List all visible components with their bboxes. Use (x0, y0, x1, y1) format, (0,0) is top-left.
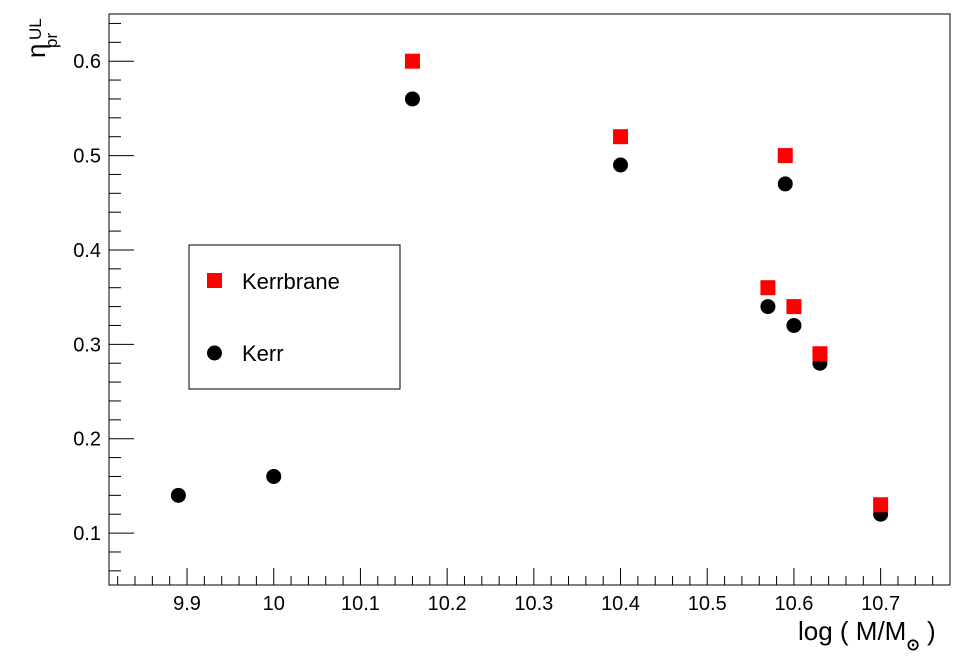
y-axis-title-superscript: UL (26, 18, 45, 40)
y-tick-label: 0.3 (73, 334, 101, 356)
x-tick-label: 10.3 (514, 593, 553, 615)
x-tick-label: 10.4 (601, 593, 640, 615)
x-tick-label: 10.6 (774, 593, 813, 615)
y-axis-title: η UL pr (21, 18, 61, 58)
kerr-point (266, 468, 282, 484)
x-tick-label: 10.5 (688, 593, 727, 615)
y-axis-title-main: η (21, 44, 51, 58)
y-tick-label: 0.4 (73, 240, 101, 262)
svg-text:log ( M/M⊙ ): log ( M/M⊙ ) (798, 616, 936, 654)
tick-labels: 9.9 10 10.1 10.2 10.3 10.4 10.5 10.6 10.7 0.1 0.2 0… (73, 51, 900, 615)
kerr-point (777, 176, 793, 192)
y-tick-label: 0.2 (73, 429, 101, 451)
kerr-point (613, 157, 629, 173)
plot-frame (108, 13, 951, 586)
y-axis-title-subscript: pr (42, 33, 61, 48)
kerr-point (404, 91, 420, 107)
kerrbrane-point (812, 346, 828, 362)
legend: Kerrbrane Kerr (188, 244, 401, 390)
x-axis-title-subscript: ⊙ (906, 637, 919, 654)
kerrbrane-point (777, 148, 793, 164)
legend-kerr-label: Kerr (242, 341, 284, 366)
kerrbrane-point (760, 280, 776, 296)
y-tick-label: 0.6 (73, 51, 101, 73)
x-tick-label: 10.1 (341, 593, 380, 615)
y-tick-label: 0.1 (73, 523, 101, 545)
kerr-point (760, 299, 776, 315)
axis-ticks (109, 22, 951, 585)
x-tick-label: 9.9 (173, 593, 201, 615)
x-tick-label: 10.2 (428, 593, 467, 615)
kerrbrane-point (786, 299, 802, 315)
legend-kerr-marker (207, 345, 222, 361)
kerrbrane-series (404, 53, 889, 513)
x-axis-title: log ( M/M⊙ ) (798, 616, 936, 654)
kerrbrane-point (404, 53, 420, 69)
x-axis-title-main: log ( M/M (798, 616, 906, 646)
legend-kerrbrane-marker (207, 273, 222, 288)
x-tick-label: 10 (263, 593, 285, 615)
kerr-point (786, 317, 802, 333)
x-axis-title-suffix: ) (920, 616, 936, 646)
kerrbrane-point (613, 129, 629, 145)
legend-box (188, 244, 401, 390)
y-tick-label: 0.5 (73, 146, 101, 168)
kerr-point (170, 487, 186, 503)
x-tick-label: 10.7 (861, 593, 900, 615)
kerrbrane-point (873, 497, 889, 513)
legend-kerrbrane-label: Kerrbrane (242, 269, 340, 294)
